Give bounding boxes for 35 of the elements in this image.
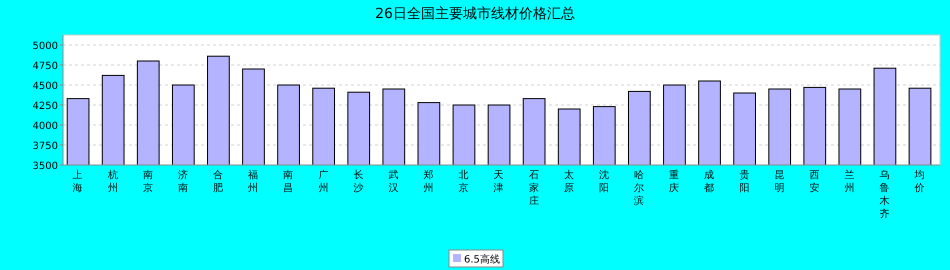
x-tick-label: 天津 (494, 170, 504, 194)
y-tick-label: 3500 (32, 161, 58, 172)
legend: 6.5高线 (448, 250, 504, 268)
x-tick-label: 沈阳 (598, 169, 609, 194)
x-tick-label: 杭州 (106, 169, 118, 194)
x-tick-label: 乌鲁木齐 (880, 169, 890, 220)
x-tick-label: 福州 (248, 169, 258, 194)
x-tick-label: 长沙 (353, 169, 364, 194)
x-tick-label: 兰州 (844, 169, 854, 194)
y-tick-label: 4750 (32, 61, 58, 72)
x-tick-label: 均价 (914, 169, 925, 194)
y-tick-label: 4000 (32, 121, 58, 132)
x-tick-label: 昆明 (774, 170, 784, 194)
x-tick-label: 南京 (142, 169, 153, 194)
y-tick-label: 4250 (32, 101, 58, 112)
x-tick-label: 武汉 (388, 169, 398, 194)
x-tick-label: 郑州 (424, 169, 434, 194)
x-tick-label: 哈尔滨 (634, 169, 644, 207)
legend-label: 6.5高线 (464, 254, 500, 266)
title: 26日全国主要城市线材价格汇总 (375, 6, 575, 22)
x-tick-label: 南昌 (283, 169, 294, 194)
x-tick-label: 贵阳 (739, 169, 750, 194)
x-tick-label: 上海 (72, 169, 83, 194)
y-tick-label: 4500 (32, 81, 58, 92)
x-tick-label: 济南 (178, 169, 188, 194)
x-tick-label: 重庆 (669, 169, 680, 194)
x-tick-label: 西安 (809, 170, 820, 194)
x-tick-label: 广州 (318, 169, 328, 194)
x-tick-label: 石家庄 (528, 170, 539, 207)
x-tick-label: 北京 (458, 169, 469, 194)
x-tick-label: 成都 (704, 169, 714, 194)
x-tick-label: 合肥 (213, 169, 224, 194)
x-tick-label: 太原 (564, 169, 574, 194)
y-tick-label: 5000 (32, 41, 58, 52)
y-tick-label: 3750 (32, 141, 58, 152)
